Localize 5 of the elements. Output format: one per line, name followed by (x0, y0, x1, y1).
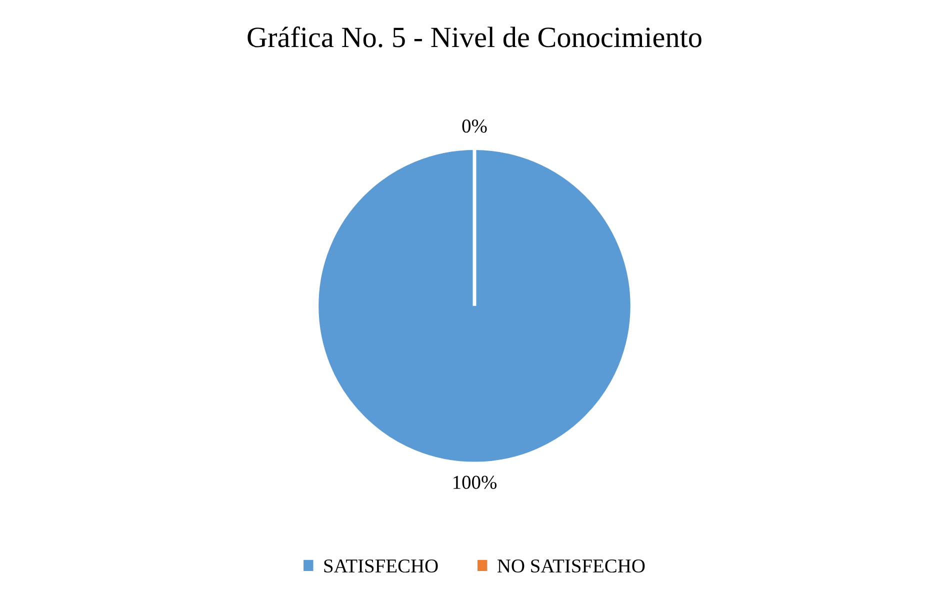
data-label: 100% (454, 476, 497, 489)
legend-label: SATISFECHO (324, 559, 438, 573)
text: 0% (462, 120, 487, 133)
legend-label: NO SATISFECHO (497, 559, 645, 573)
chart-title: Gráfica No. 5 - Nivel de Conocimiento (248, 26, 702, 48)
